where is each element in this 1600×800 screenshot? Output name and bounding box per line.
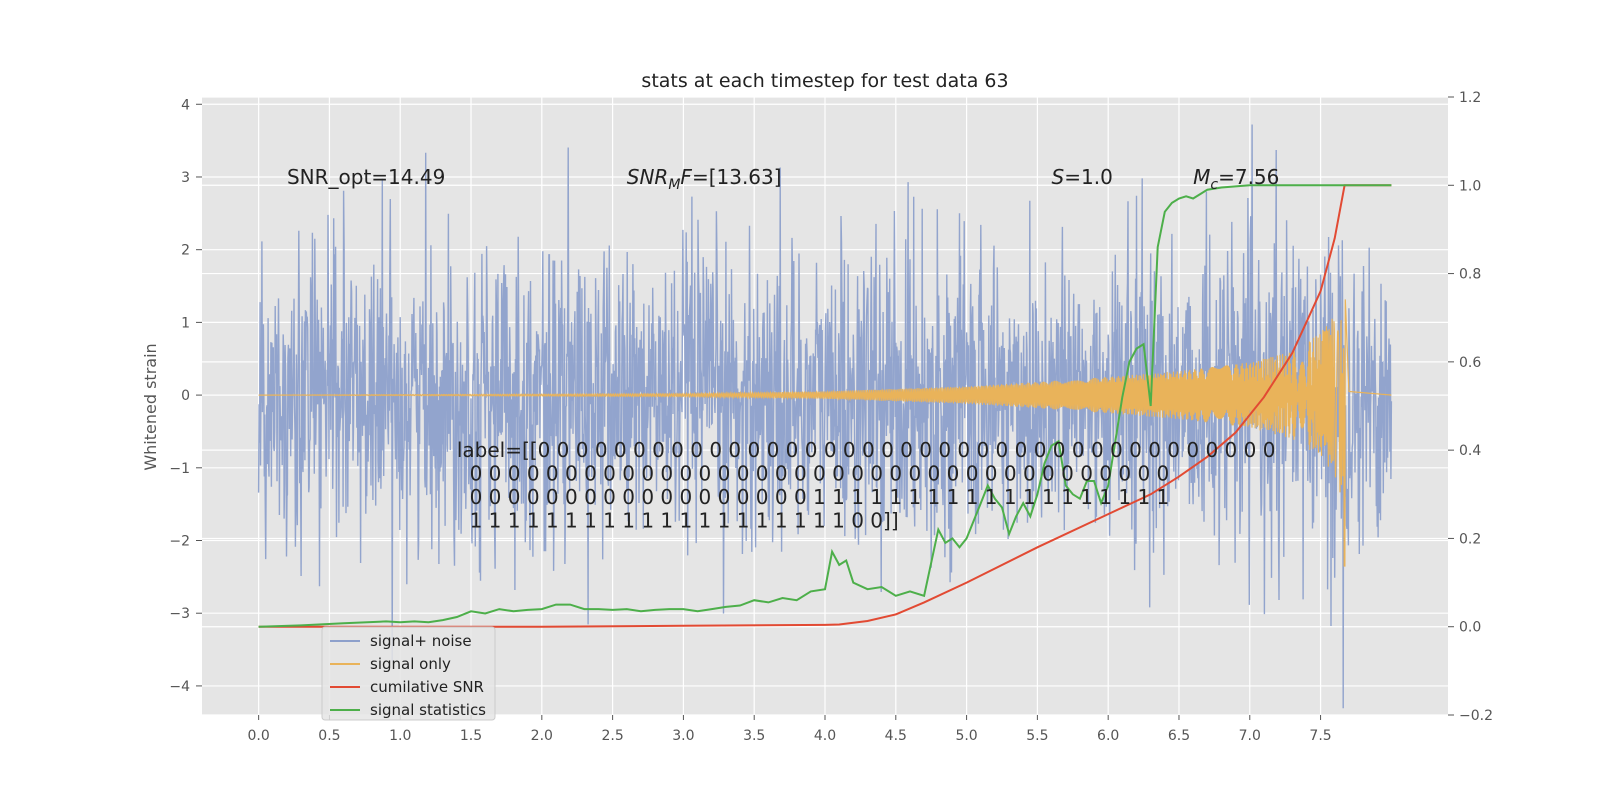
- y-tick-label-left: −3: [169, 606, 190, 622]
- x-tick-label: 2.5: [601, 728, 623, 744]
- y-tick-label-left: 4: [181, 97, 190, 113]
- label-line: 1 1 1 1 1 1 1 1 1 1 1 1 1 1 1 1 1 1 1 1 …: [457, 508, 899, 532]
- legend-label: signal+ noise: [370, 632, 472, 650]
- y-axis-label: Whitened strain: [141, 343, 160, 470]
- x-tick-label: 5.0: [955, 728, 977, 744]
- legend-box: [321, 626, 496, 721]
- y-tick-label-left: 1: [181, 315, 190, 331]
- x-tick-label: 3.5: [743, 728, 765, 744]
- y-tick-label-right: 0.8: [1459, 267, 1481, 283]
- annotation-s-value: S=1.0: [1052, 165, 1113, 189]
- y-tick-label-left: 0: [181, 388, 190, 404]
- label-line: 0 0 0 0 0 0 0 0 0 0 0 0 0 0 0 0 0 0 0 0 …: [457, 461, 1169, 485]
- x-tick-label: 7.5: [1309, 728, 1331, 744]
- y-tick-label-left: −1: [169, 461, 190, 477]
- x-tick-label: 6.0: [1097, 728, 1119, 744]
- y-tick-label-left: 2: [181, 243, 190, 259]
- label-line: 0 0 0 0 0 0 0 0 0 0 0 0 0 0 0 0 0 0 1 1 …: [457, 485, 1169, 509]
- series-signal-only: [258, 299, 1392, 567]
- x-tick-label: 1.0: [389, 728, 411, 744]
- y-tick-label-right: 0.2: [1459, 531, 1481, 547]
- series-signal-noise: [257, 124, 1393, 709]
- y-tick-label-left: −4: [169, 679, 190, 695]
- legend-label: signal only: [370, 655, 451, 673]
- x-tick-label: 0.0: [248, 728, 270, 744]
- y-tick-label-right: 0.4: [1459, 443, 1481, 459]
- y-tick-label-right: −0.2: [1459, 708, 1493, 724]
- y-tick-label-right: 0.6: [1459, 355, 1481, 371]
- series-cumulative-snr: [258, 184, 1392, 628]
- annotation-snr-opt: SNR_opt=14.49: [287, 165, 445, 189]
- y-tick-label-left: −2: [169, 534, 190, 550]
- y-tick-label-right: 1.2: [1459, 90, 1481, 106]
- annotation-mc-value: Mc=7.56: [1193, 165, 1279, 193]
- y-tick-label-right: 1.0: [1459, 178, 1481, 194]
- x-tick-label: 4.5: [885, 728, 907, 744]
- series-signal-statistics: [258, 184, 1392, 628]
- x-tick-label: 2.0: [531, 728, 553, 744]
- x-tick-label: 3.0: [672, 728, 694, 744]
- x-tick-label: 5.5: [1026, 728, 1048, 744]
- chart-title: stats at each timestep for test data 63: [641, 70, 1008, 92]
- y-tick-label-left: 3: [181, 170, 190, 186]
- annotation-snr-mf: SNRMF=[13.63]: [627, 165, 782, 193]
- label-line: label=[[0 0 0 0 0 0 0 0 0 0 0 0 0 0 0 0 …: [457, 438, 1276, 462]
- legend-label: cumilative SNR: [370, 678, 484, 696]
- x-tick-label: 7.0: [1239, 728, 1261, 744]
- legend-label: signal statistics: [370, 701, 486, 719]
- x-tick-label: 0.5: [318, 728, 340, 744]
- x-tick-label: 4.0: [814, 728, 836, 744]
- x-tick-label: 1.5: [460, 728, 482, 744]
- y-tick-label-right: 0.0: [1459, 620, 1481, 636]
- x-tick-label: 6.5: [1168, 728, 1190, 744]
